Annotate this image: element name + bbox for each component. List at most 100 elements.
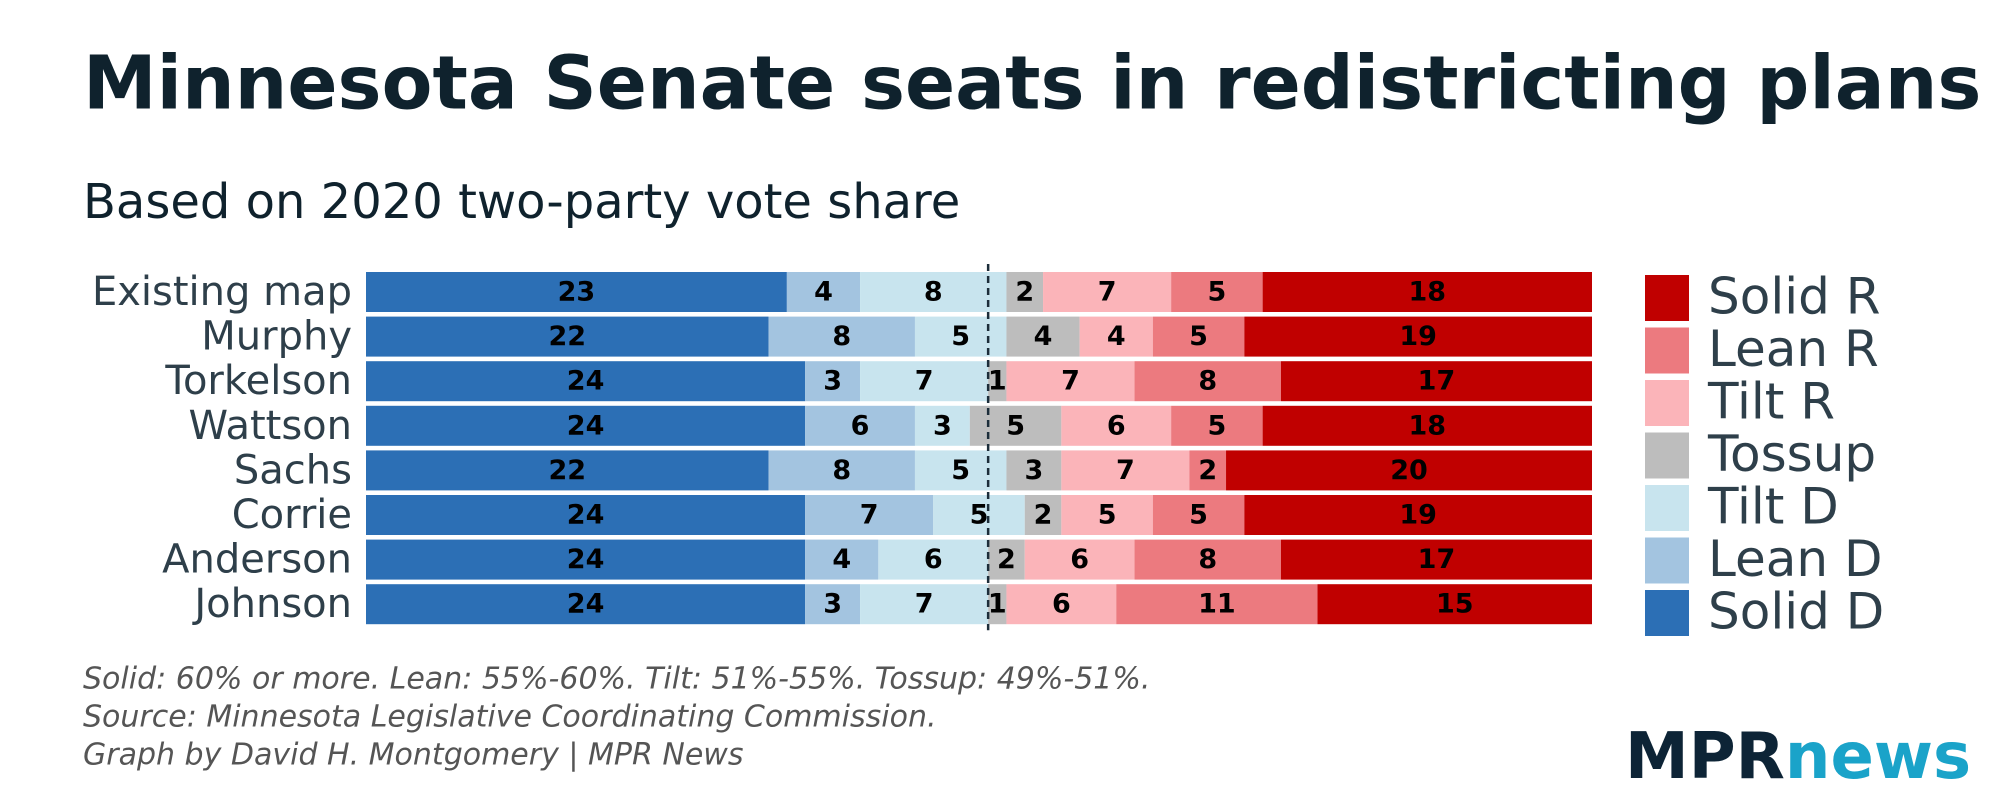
bar-segment <box>1061 450 1190 491</box>
bar-segment <box>1152 495 1245 535</box>
bar-segment <box>1262 272 1592 312</box>
bar-segment <box>1024 539 1135 580</box>
value-label: 7 <box>860 500 879 531</box>
bar-segment <box>366 361 806 402</box>
value-label: 5 <box>1098 500 1117 531</box>
value-label: 7 <box>915 589 934 620</box>
bar-segment <box>1262 405 1592 446</box>
value-label: 8 <box>1198 366 1217 397</box>
bar-segment <box>1006 584 1117 625</box>
legend-swatch <box>1645 485 1689 531</box>
category-label: Sachs <box>234 447 352 493</box>
bar-segment <box>1317 584 1592 625</box>
value-label: 4 <box>814 277 833 308</box>
note: Graph by David H. Montgomery | MPR News <box>83 738 743 773</box>
value-label: 2 <box>997 544 1016 575</box>
logo-part: news <box>1785 720 1971 794</box>
value-label: 2 <box>1198 455 1217 486</box>
legend-label: Lean D <box>1708 530 1882 588</box>
value-label: 24 <box>567 366 605 397</box>
bar-segment <box>914 450 1007 491</box>
value-label: 7 <box>1098 277 1117 308</box>
bar-segment <box>860 272 1007 312</box>
value-label: 8 <box>832 321 851 352</box>
bar-segment <box>1079 316 1153 357</box>
value-label: 7 <box>1116 455 1135 486</box>
bar-segment <box>1006 361 1135 402</box>
value-label: 19 <box>1399 321 1437 352</box>
value-label: 8 <box>924 277 943 308</box>
bar-segment <box>1006 316 1080 357</box>
value-label: 3 <box>933 410 952 441</box>
category-label: Johnson <box>191 581 352 627</box>
value-label: 20 <box>1390 455 1428 486</box>
bar-segment <box>914 405 970 446</box>
value-label: 15 <box>1436 589 1474 620</box>
chart-subtitle: Based on 2020 two-party vote share <box>83 174 960 230</box>
bar-segment <box>805 495 934 535</box>
bar-segment <box>366 539 806 580</box>
bar-segment <box>1061 405 1172 446</box>
value-label: 22 <box>548 321 586 352</box>
note: Source: Minnesota Legislative Coordinati… <box>83 700 937 735</box>
value-label: 7 <box>1061 366 1080 397</box>
value-label: 18 <box>1409 410 1447 441</box>
category-label: Torkelson <box>164 358 352 404</box>
legend-swatch <box>1645 275 1689 321</box>
category-label: Anderson <box>162 537 352 583</box>
legend-swatch <box>1645 380 1689 426</box>
logo-part: MPR <box>1625 720 1785 794</box>
value-label: 1 <box>988 589 1007 620</box>
bar-segment <box>366 272 787 312</box>
bar-segment <box>1189 450 1227 491</box>
value-label: 24 <box>567 589 605 620</box>
legend-swatch <box>1645 327 1689 374</box>
value-label: 3 <box>823 366 842 397</box>
bar-segment <box>1116 584 1318 625</box>
value-label: 4 <box>832 544 851 575</box>
bar-segment <box>1280 361 1592 402</box>
bar-segment <box>1134 361 1281 402</box>
bar-segment <box>1006 450 1062 491</box>
category-label: Wattson <box>188 403 352 449</box>
legend-swatch <box>1645 590 1689 636</box>
value-label: 4 <box>1034 321 1053 352</box>
bar-segment <box>1006 272 1044 312</box>
value-label: 5 <box>970 500 989 531</box>
value-label: 5 <box>1189 500 1208 531</box>
value-label: 5 <box>951 321 970 352</box>
bar-segment <box>933 495 1025 535</box>
category-label: Existing map <box>92 269 352 315</box>
bar-segment <box>1171 405 1263 446</box>
value-label: 6 <box>1107 410 1126 441</box>
legend-swatch <box>1645 432 1689 479</box>
value-label: 6 <box>851 410 870 441</box>
value-label: 2 <box>1015 277 1034 308</box>
bar-segment <box>786 272 861 312</box>
bar-segment <box>878 539 989 580</box>
bar-segment <box>366 316 769 357</box>
value-label: 18 <box>1409 277 1447 308</box>
note: Solid: 60% or more. Lean: 55%-60%. Tilt:… <box>83 662 1150 697</box>
bar-segment <box>1134 539 1281 580</box>
value-label: 23 <box>558 277 596 308</box>
bar-segment <box>805 539 879 580</box>
chart-title: Minnesota Senate seats in redistricting … <box>83 41 1981 127</box>
value-label: 24 <box>567 544 605 575</box>
bar-segment <box>1043 272 1172 312</box>
value-label: 6 <box>1070 544 1089 575</box>
bar-segment <box>1024 495 1062 535</box>
value-label: 11 <box>1198 589 1236 620</box>
bar-segment <box>1244 495 1592 535</box>
value-label: 2 <box>1034 500 1053 531</box>
bar-segment <box>768 450 915 491</box>
value-label: 5 <box>1189 321 1208 352</box>
bar-segment <box>366 495 806 535</box>
value-label: 6 <box>1052 589 1071 620</box>
value-label: 7 <box>915 366 934 397</box>
legend-label: Solid D <box>1708 583 1884 641</box>
category-label: Corrie <box>232 492 352 538</box>
legend-label: Tossup <box>1707 425 1876 483</box>
legend-label: Solid R <box>1708 268 1881 326</box>
